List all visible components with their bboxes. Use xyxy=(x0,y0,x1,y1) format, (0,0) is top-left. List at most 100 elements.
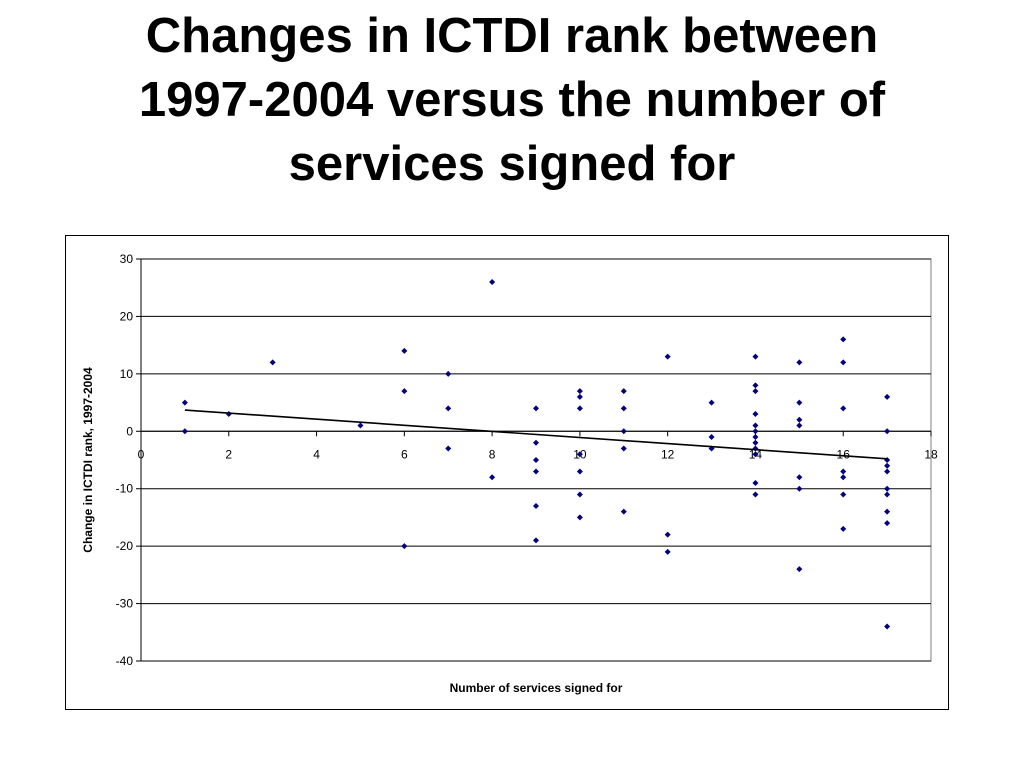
data-point xyxy=(840,336,847,343)
data-point xyxy=(401,347,408,354)
data-point xyxy=(752,411,759,418)
data-point xyxy=(576,451,583,458)
data-point xyxy=(445,370,452,377)
data-point xyxy=(796,416,803,423)
data-point xyxy=(489,474,496,481)
data-point xyxy=(576,491,583,498)
y-tick-label: 0 xyxy=(126,424,133,438)
data-point xyxy=(576,405,583,412)
data-point xyxy=(401,388,408,395)
data-point xyxy=(796,485,803,492)
data-point xyxy=(752,434,759,441)
slide-title: Changes in ICTDI rank between 1997-2004 … xyxy=(40,0,984,196)
data-point xyxy=(840,491,847,498)
data-point xyxy=(445,445,452,452)
data-point xyxy=(884,520,891,527)
data-point xyxy=(357,422,364,429)
x-tick-label: 4 xyxy=(313,447,320,461)
data-point xyxy=(225,411,232,418)
x-tick-label: 8 xyxy=(489,447,496,461)
data-point xyxy=(664,548,671,555)
data-point xyxy=(576,388,583,395)
data-point xyxy=(576,393,583,400)
data-point xyxy=(620,508,627,515)
title-line: 1997-2004 versus the number of xyxy=(138,73,886,127)
data-point xyxy=(840,405,847,412)
data-point xyxy=(752,439,759,446)
data-point xyxy=(752,382,759,389)
title-line: Changes in ICTDI rank between xyxy=(145,9,879,63)
data-point xyxy=(840,468,847,475)
data-point xyxy=(445,405,452,412)
y-tick-label: -10 xyxy=(116,482,134,496)
data-point xyxy=(752,428,759,435)
data-point xyxy=(181,399,188,406)
data-point xyxy=(533,457,539,463)
data-point xyxy=(620,388,627,395)
data-point xyxy=(664,531,671,538)
x-tick-label: 0 xyxy=(138,447,145,461)
data-point xyxy=(489,278,496,285)
data-point xyxy=(884,457,891,463)
data-point xyxy=(884,623,891,630)
data-point xyxy=(796,399,803,406)
data-point xyxy=(533,537,539,544)
y-tick-label: -40 xyxy=(116,654,134,668)
data-point xyxy=(796,359,803,366)
data-points xyxy=(181,278,891,630)
data-point xyxy=(840,525,847,532)
data-point xyxy=(752,451,759,458)
y-tick-label: 20 xyxy=(120,309,134,323)
data-point xyxy=(181,428,188,435)
data-point xyxy=(752,353,759,360)
x-tick-label: 18 xyxy=(924,447,938,461)
data-point xyxy=(620,428,627,435)
data-point xyxy=(796,474,803,481)
data-point xyxy=(796,566,803,573)
data-point xyxy=(620,405,627,412)
data-point xyxy=(884,393,891,400)
trendline-layer xyxy=(184,409,888,460)
x-tick-label: 12 xyxy=(661,447,675,461)
y-axis-title: Change in ICTDI rank, 1997-2004 xyxy=(81,367,95,553)
y-tick-label: -30 xyxy=(116,597,134,611)
x-axis-title: Number of services signed for xyxy=(450,681,623,695)
data-point xyxy=(576,514,583,521)
data-point xyxy=(533,405,539,412)
data-point xyxy=(620,445,627,452)
x-tick-label: 2 xyxy=(225,447,232,461)
data-point xyxy=(752,388,759,395)
data-point xyxy=(269,359,276,366)
data-point xyxy=(533,439,539,446)
data-point xyxy=(533,468,539,475)
data-point xyxy=(752,491,759,498)
data-point xyxy=(884,428,891,435)
data-point xyxy=(840,359,847,366)
data-point xyxy=(664,353,671,360)
data-point xyxy=(840,474,847,481)
axis-layer xyxy=(136,258,932,662)
data-point xyxy=(401,543,408,550)
data-point xyxy=(884,485,891,492)
data-point xyxy=(884,491,891,498)
y-tick-label: 30 xyxy=(120,252,134,266)
data-point xyxy=(533,502,539,509)
data-point xyxy=(796,422,803,429)
trendline xyxy=(184,409,888,460)
data-point xyxy=(752,422,759,429)
x-tick-label: 6 xyxy=(401,447,408,461)
data-point xyxy=(884,468,891,475)
data-point xyxy=(884,462,891,469)
data-point xyxy=(708,399,715,406)
data-point xyxy=(752,479,759,486)
y-tick-label: 10 xyxy=(120,367,134,381)
x-tick-label: 16 xyxy=(837,447,851,461)
data-point xyxy=(884,508,891,515)
data-point xyxy=(708,434,715,441)
y-tick-label: -20 xyxy=(116,539,134,553)
data-point xyxy=(576,468,583,475)
title-line: services signed for xyxy=(288,137,736,191)
